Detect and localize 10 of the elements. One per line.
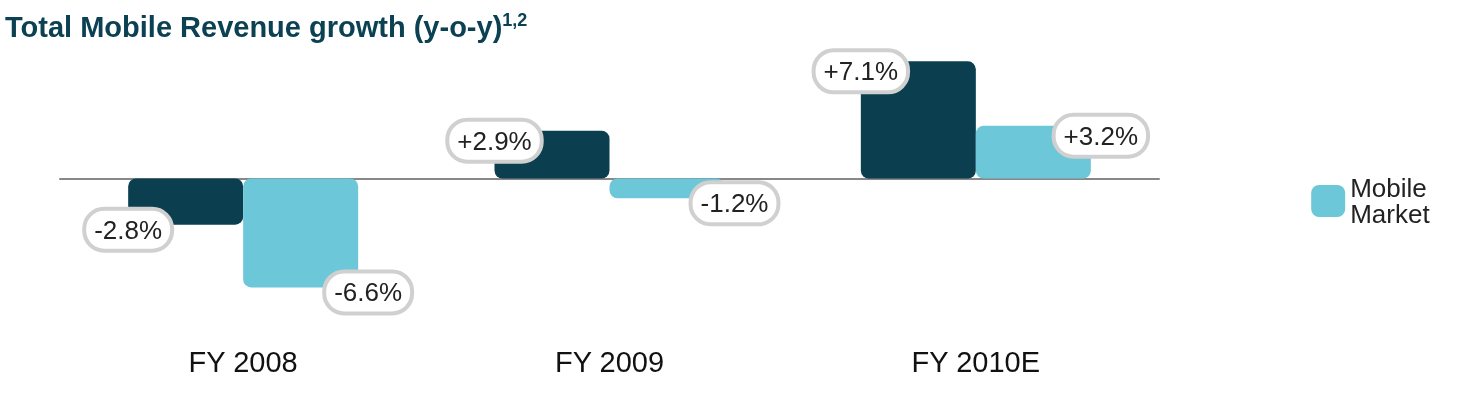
data-label: +3.2% [1063,120,1139,151]
x-tick-label: FY 2010E [911,345,1041,378]
x-tick-label: FY 2009 [554,345,665,378]
legend-label: Mobile Market [1350,173,1435,229]
data-label: -6.6% [334,277,403,308]
x-tick-label: FY 2008 [188,345,298,378]
data-label: +7.1% [823,56,899,87]
data-label: -2.8% [94,214,163,245]
data-label: +2.9% [457,125,532,156]
data-label: -1.2% [700,188,769,219]
